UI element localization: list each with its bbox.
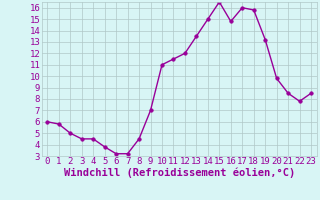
X-axis label: Windchill (Refroidissement éolien,°C): Windchill (Refroidissement éolien,°C)	[64, 168, 295, 178]
